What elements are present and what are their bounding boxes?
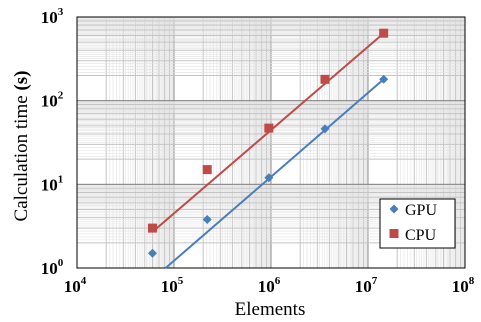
x-tick-exponent: 5 bbox=[178, 275, 184, 287]
x-tick-label: 104 bbox=[64, 275, 87, 296]
y-tick-exponent: 3 bbox=[58, 6, 64, 18]
x-tick-base: 10 bbox=[258, 277, 275, 296]
x-tick-exponent: 7 bbox=[372, 275, 378, 287]
x-tick-exponent: 4 bbox=[81, 275, 87, 287]
y-tick-label: 100 bbox=[41, 257, 64, 278]
legend-gpu-marker bbox=[389, 204, 399, 214]
y-tick-label: 103 bbox=[41, 6, 64, 27]
plot-frame bbox=[76, 16, 466, 269]
legend-cpu-label: CPU bbox=[405, 227, 437, 244]
y-tick-exponent: 2 bbox=[58, 90, 64, 102]
x-tick-label: 105 bbox=[161, 275, 184, 296]
x-tick-label: 107 bbox=[355, 275, 378, 296]
x-tick-label: 108 bbox=[452, 275, 475, 296]
x-axis-label: Elements bbox=[235, 299, 306, 320]
point-cpu bbox=[264, 123, 274, 133]
x-tick-base: 10 bbox=[64, 277, 81, 296]
y-tick-label: 101 bbox=[41, 173, 64, 194]
x-tick-base: 10 bbox=[355, 277, 372, 296]
y-tick-label: 102 bbox=[41, 90, 64, 111]
trendline-gpu bbox=[164, 78, 385, 269]
y-tick-exponent: 0 bbox=[58, 257, 64, 269]
y-tick-base: 10 bbox=[41, 259, 58, 278]
legend-cpu-marker bbox=[389, 229, 399, 238]
point-gpu bbox=[264, 173, 274, 183]
x-tick-label: 106 bbox=[258, 275, 281, 296]
y-axis-label-main: Calculation time bbox=[11, 91, 32, 222]
legend-gpu-label: GPU bbox=[405, 202, 437, 219]
point-cpu bbox=[147, 223, 157, 233]
x-tick-exponent: 6 bbox=[275, 275, 281, 287]
x-tick-exponent: 8 bbox=[469, 275, 475, 287]
data-points bbox=[147, 28, 389, 258]
point-cpu bbox=[202, 165, 212, 175]
y-axis-label: Calculation time (s) bbox=[11, 71, 32, 222]
y-axis-label-unit: (s) bbox=[11, 71, 32, 91]
x-tick-base: 10 bbox=[161, 277, 178, 296]
y-tick-base: 10 bbox=[41, 175, 58, 194]
y-tick-base: 10 bbox=[41, 92, 58, 111]
y-tick-exponent: 1 bbox=[58, 173, 64, 185]
legend: GPU CPU bbox=[379, 198, 456, 249]
x-tick-base: 10 bbox=[452, 277, 469, 296]
point-cpu bbox=[379, 28, 389, 38]
point-gpu bbox=[379, 74, 389, 84]
point-gpu bbox=[147, 248, 157, 258]
point-cpu bbox=[320, 74, 330, 84]
point-gpu bbox=[320, 124, 330, 134]
point-gpu bbox=[202, 214, 212, 224]
x-axis-ticks: 104 105 106 107 108 bbox=[64, 275, 475, 296]
y-tick-base: 10 bbox=[41, 8, 58, 27]
